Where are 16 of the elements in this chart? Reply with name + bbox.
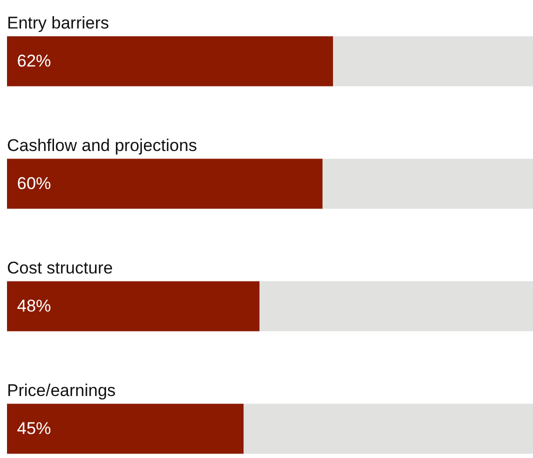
bar: [333, 36, 533, 86]
y-tick-label: Entry barriers: [7, 13, 110, 32]
data-label: 45%: [17, 418, 52, 438]
data-label: 62%: [17, 51, 52, 70]
y-tick-label: Cost structure: [7, 258, 113, 278]
bar: [244, 404, 533, 454]
y-tick-label: Price/earnings: [7, 380, 116, 400]
bar: [7, 36, 334, 86]
bar: [7, 404, 244, 454]
bar: [7, 158, 323, 209]
bar: [322, 158, 533, 209]
bar: [7, 281, 260, 332]
bar: [259, 281, 533, 332]
data-label: 48%: [17, 296, 52, 316]
y-tick-label: Cashflow and projections: [7, 136, 197, 155]
data-label: 60%: [17, 174, 52, 193]
